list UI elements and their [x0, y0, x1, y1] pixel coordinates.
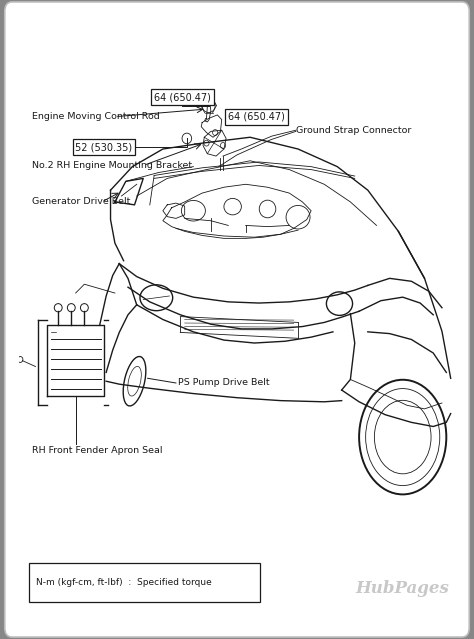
Text: PS Pump Drive Belt: PS Pump Drive Belt	[178, 378, 270, 387]
Text: Engine Moving Control Rod: Engine Moving Control Rod	[32, 112, 160, 121]
Text: 64 (650.47): 64 (650.47)	[154, 92, 211, 102]
Text: HubPages: HubPages	[356, 580, 450, 597]
Text: 52 (530.35): 52 (530.35)	[75, 142, 133, 152]
Text: RH Front Fender Apron Seal: RH Front Fender Apron Seal	[32, 445, 163, 454]
Text: 64 (650.47): 64 (650.47)	[228, 112, 285, 121]
Text: N-m (kgf-cm, ft-lbf)  :  Specified torque: N-m (kgf-cm, ft-lbf) : Specified torque	[36, 578, 212, 587]
Text: Generator Drive Belt: Generator Drive Belt	[32, 197, 130, 206]
Text: No.2 RH Engine Mounting Bracket: No.2 RH Engine Mounting Bracket	[32, 161, 192, 170]
FancyBboxPatch shape	[29, 564, 260, 602]
Text: Ground Strap Connector: Ground Strap Connector	[296, 126, 411, 135]
